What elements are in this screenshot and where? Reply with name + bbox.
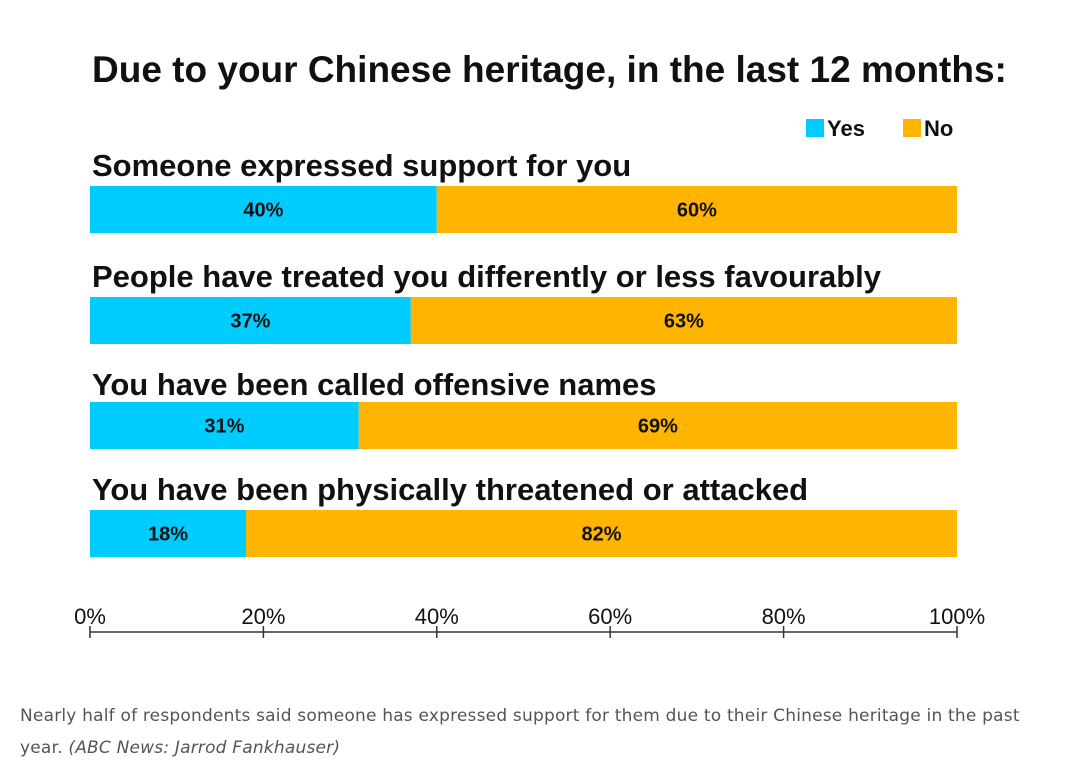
bar-value-label: 82% [582, 524, 622, 546]
bar-segment-yes [90, 510, 247, 557]
bar-segment-no [358, 402, 957, 449]
question-label: You have been called offensive names [92, 367, 657, 402]
bar-segment-yes [90, 297, 411, 344]
x-axis: 0% 20% 40% 60% 80% 100% [74, 604, 985, 638]
x-tick-label: 40% [415, 604, 459, 629]
x-tick-label: 100% [929, 604, 985, 629]
legend: Yes No [806, 116, 953, 141]
bar-value-label: 31% [204, 416, 244, 438]
question-label: You have been physically threatened or a… [92, 472, 808, 507]
legend-swatch-no [903, 119, 921, 137]
chart-title: Due to your Chinese heritage, in the las… [92, 49, 1007, 90]
x-tick-label: 20% [241, 604, 285, 629]
caption-credit: (ABC News: Jarrod Fankhauser) [68, 738, 341, 758]
bar-segment-no [436, 186, 957, 233]
bar-value-label: 18% [148, 524, 188, 546]
bar-value-label: 60% [677, 200, 717, 222]
bar-value-label: 40% [243, 200, 283, 222]
x-tick-label: 60% [588, 604, 632, 629]
x-tick-label: 0% [74, 604, 106, 629]
bar-rows: Someone expressed support for you 40% 60% P… [90, 148, 957, 557]
bar-segment-no [410, 297, 957, 344]
bar-value-label: 69% [638, 416, 678, 438]
caption-text: Nearly half of respondents said someone … [20, 706, 1020, 758]
legend-label-no: No [924, 116, 953, 141]
question-label: People have treated you differently or l… [92, 259, 882, 294]
question-label: Someone expressed support for you [92, 148, 631, 183]
legend-label-yes: Yes [827, 116, 865, 141]
bar-segment-yes [90, 186, 437, 233]
figure-caption: Nearly half of respondents said someone … [20, 700, 1020, 764]
legend-swatch-yes [806, 119, 824, 137]
bar-value-label: 37% [230, 311, 270, 333]
bar-segment-no [246, 510, 957, 557]
chart: Due to your Chinese heritage, in the las… [74, 49, 1007, 638]
bar-segment-yes [90, 402, 359, 449]
bar-value-label: 63% [664, 311, 704, 333]
x-tick-label: 80% [762, 604, 806, 629]
